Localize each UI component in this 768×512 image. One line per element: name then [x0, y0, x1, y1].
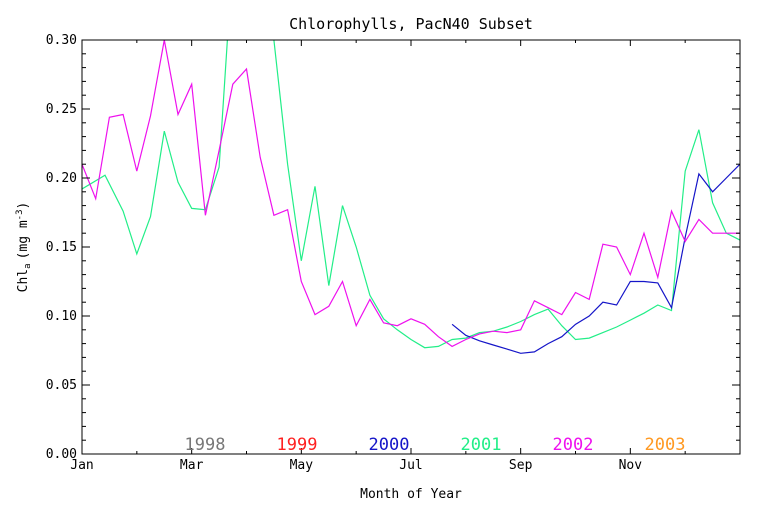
y-tick-label: 0.05 [46, 378, 77, 393]
x-tick-label: Mar [180, 458, 204, 473]
x-tick-label: Jan [70, 458, 93, 473]
legend-item-2002: 2002 [553, 435, 594, 455]
y-axis-title-unit-close: ) [16, 202, 31, 210]
axis-ticks: Jan Mar May Jul Sep Nov 0.00 0.05 0.10 0.15 0.20 0.… [46, 33, 740, 473]
y-axis-title: Chla (mg m-3) [15, 202, 33, 293]
legend-item-2001: 2001 [461, 435, 502, 455]
series-layer [82, 40, 740, 354]
x-tick-label: Jul [399, 458, 422, 473]
y-axis-title-unit-exponent: -3 [15, 209, 25, 220]
legend-item-1999: 1999 [277, 435, 318, 455]
plot-frame [81, 39, 741, 455]
chart-title: Chlorophylls, PacN40 Subset [289, 15, 533, 33]
series-line-2002 [82, 40, 740, 348]
legend-item-1998: 1998 [185, 435, 226, 455]
y-tick-label: 0.15 [46, 240, 77, 255]
y-axis-title-main: Chl [16, 269, 31, 292]
x-tick-label: Nov [619, 458, 643, 473]
y-tick-label: 0.00 [46, 447, 77, 462]
series-line-2001 [82, 40, 740, 349]
legend: 1998 1999 2000 2001 2002 2003 [185, 435, 686, 455]
y-tick-label: 0.25 [46, 102, 77, 117]
y-tick-label: 0.20 [46, 171, 77, 186]
series-line-2000 [451, 163, 740, 354]
legend-item-2000: 2000 [369, 435, 410, 455]
x-tick-label: Sep [509, 458, 533, 473]
y-axis-title-unit: (mg m [16, 220, 31, 259]
legend-item-2003: 2003 [645, 435, 686, 455]
y-axis-title-subscript: a [23, 263, 33, 268]
x-tick-label: May [290, 458, 314, 473]
y-tick-label: 0.10 [46, 309, 77, 324]
y-tick-label: 0.30 [46, 33, 77, 48]
x-axis-title: Month of Year [360, 487, 462, 502]
